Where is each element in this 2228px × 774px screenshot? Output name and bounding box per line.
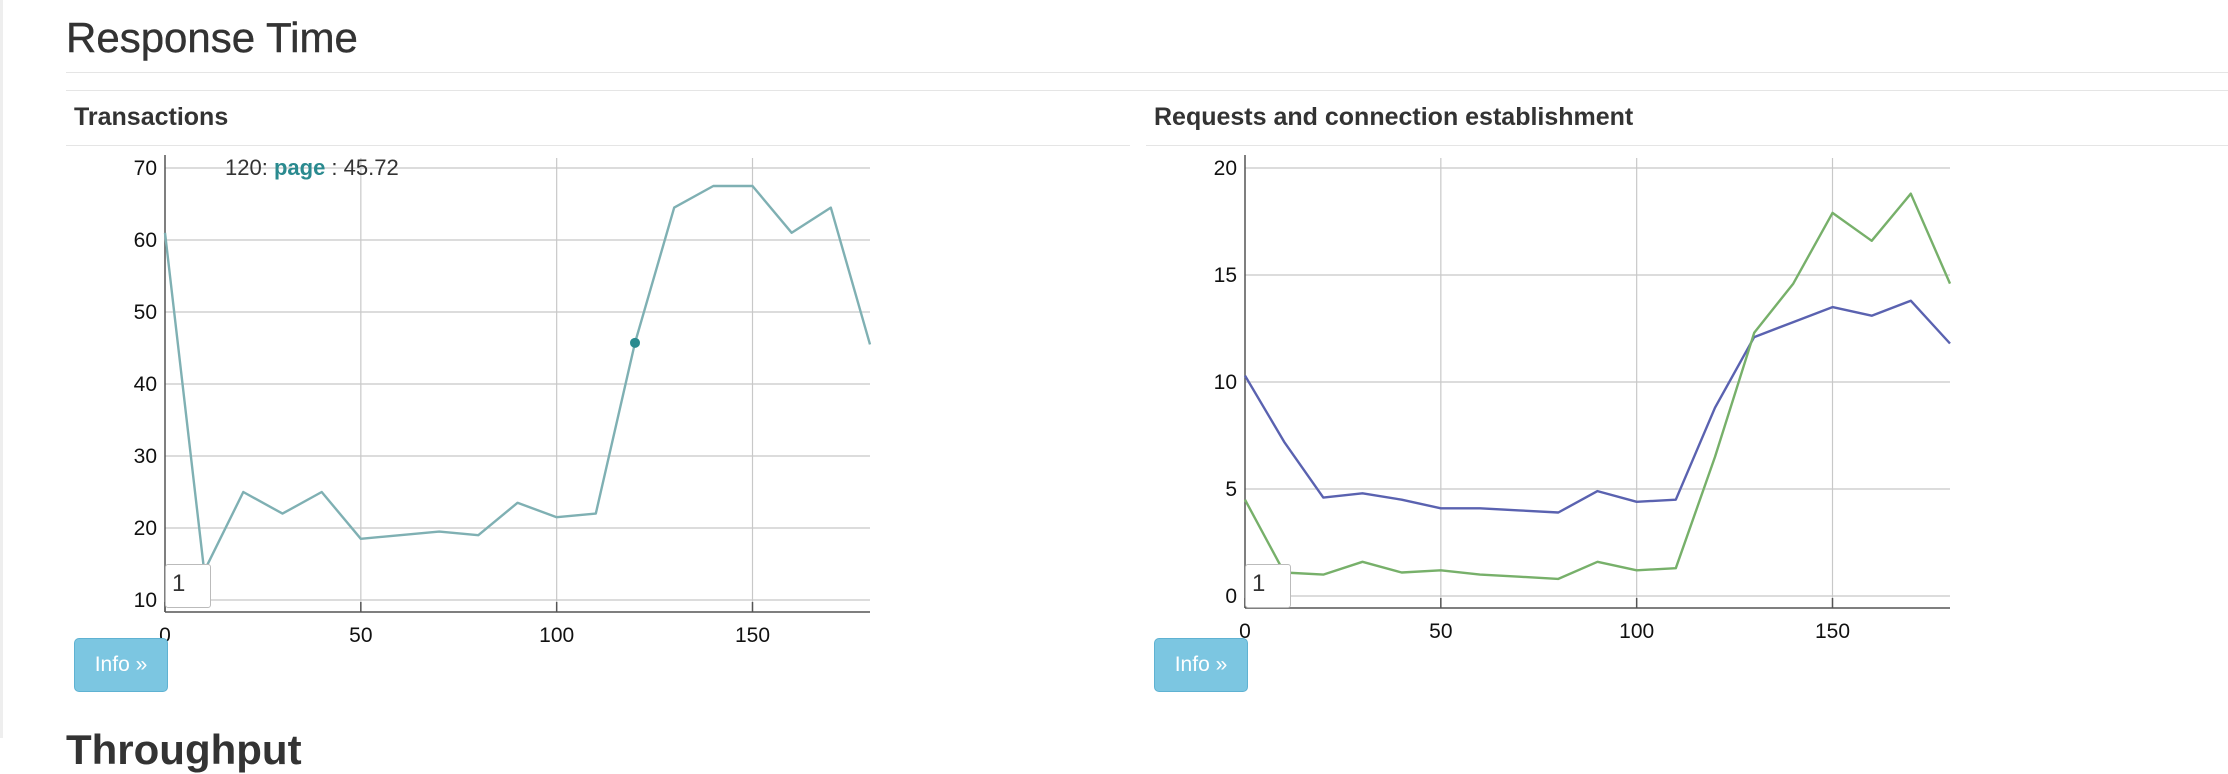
y-tick-label: 20 — [1214, 157, 1237, 180]
y-tick-label: 50 — [134, 301, 157, 324]
series-line-1 — [1243, 192, 1952, 581]
panel-title-transactions: Transactions — [74, 103, 229, 131]
tooltip-series: page — [273, 155, 326, 180]
roll-period-value: 1 — [1252, 570, 1266, 597]
y-tick-label: 10 — [1214, 371, 1237, 394]
chart-tooltip: 120: page : 45.72 — [225, 155, 399, 180]
x-tick-label: 0 — [1239, 620, 1251, 643]
y-tick-label: 40 — [134, 373, 157, 396]
y-tick-label: 60 — [134, 229, 157, 252]
tooltip-x: 120 — [225, 155, 262, 180]
y-tick-label: 30 — [134, 445, 157, 468]
y-tick-label: 20 — [134, 517, 157, 540]
series-line-0 — [163, 184, 872, 573]
series-line-0 — [1243, 299, 1951, 514]
tooltip-value: 45.72 — [343, 155, 399, 180]
y-tick-label: 15 — [1214, 264, 1237, 287]
x-tick-label: 150 — [735, 624, 770, 647]
info-button-transactions[interactable]: Info » — [74, 638, 168, 692]
x-tick-label: 0 — [159, 624, 171, 647]
next-section-title: Throughput — [66, 726, 302, 773]
x-tick-label: 150 — [1815, 620, 1850, 643]
x-tick-label: 50 — [349, 624, 372, 647]
roll-period-input[interactable]: 1 — [1245, 564, 1291, 608]
x-tick-label: 50 — [1429, 620, 1452, 643]
x-tick-label: 100 — [1619, 620, 1654, 643]
page-left-border — [0, 0, 3, 738]
roll-period-value: 1 — [172, 570, 186, 597]
title-divider — [66, 72, 2228, 73]
roll-period-input[interactable]: 1 — [165, 564, 211, 608]
panel-divider-transactions — [66, 145, 1130, 146]
panel-title-requests: Requests and connection establishment — [1154, 103, 1634, 131]
transactions-chart[interactable]: 10 20 30 40 50 60 70 0 50 100 150 — [0, 0, 1120, 738]
y-tick-label: 5 — [1225, 478, 1237, 501]
highlighted-point — [630, 337, 640, 348]
panels-top-divider — [66, 90, 2228, 91]
x-tick-label: 100 — [539, 624, 574, 647]
y-tick-label: 0 — [1225, 585, 1237, 608]
panel-divider-requests — [1146, 145, 2228, 146]
page-title: Response Time — [66, 14, 358, 61]
y-tick-label: 10 — [134, 589, 157, 612]
info-button-requests[interactable]: Info » — [1154, 638, 1248, 692]
y-tick-label: 70 — [134, 157, 157, 180]
